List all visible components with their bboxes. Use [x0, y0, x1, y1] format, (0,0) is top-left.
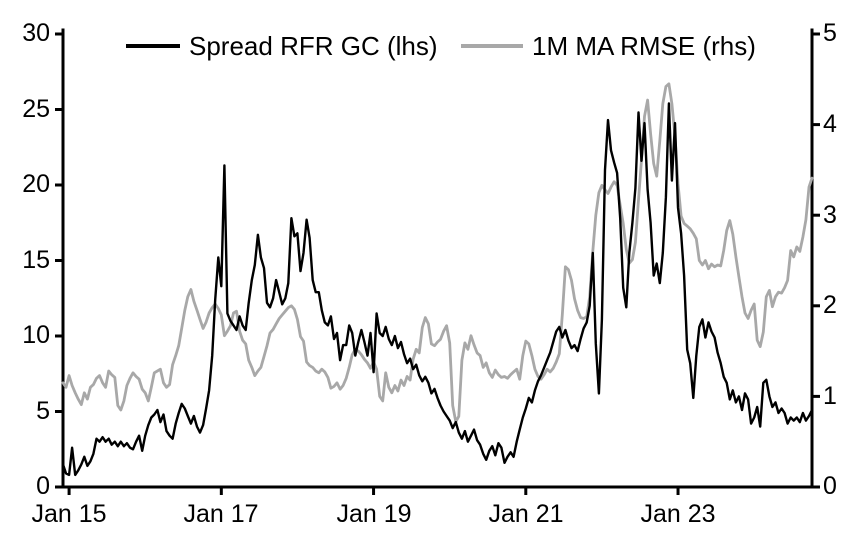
y-axis-left-tick-20: 20: [22, 170, 50, 198]
y-axis-right-tick-4: 4: [823, 110, 837, 138]
x-axis-tick-jan-19: Jan 19: [336, 500, 412, 528]
legend-line-sample-gray: [461, 44, 523, 48]
legend-line-sample-black: [126, 44, 180, 48]
x-axis-tick-jan-21: Jan 21: [488, 500, 564, 528]
x-axis-tick-jan-17: Jan 17: [183, 500, 259, 528]
y-axis-left-tick-10: 10: [22, 321, 50, 349]
y-axis-right-tick-1: 1: [823, 382, 837, 410]
legend-label: 1M MA RMSE (rhs): [532, 31, 756, 61]
series-line-spread-rfr-gc: [61, 102, 814, 477]
y-axis-right-tick-3: 3: [823, 201, 837, 229]
y-axis-right-tick-0: 0: [823, 472, 837, 500]
y-axis-right-tick-2: 2: [823, 291, 837, 319]
x-axis-tick-jan-23: Jan 23: [640, 500, 716, 528]
y-axis-left-tick-5: 5: [36, 397, 50, 425]
y-axis-left-tick-15: 15: [22, 246, 50, 274]
y-axis-right-tick-5: 5: [823, 19, 837, 47]
y-axis-left-tick-0: 0: [36, 472, 50, 500]
legend-label: Spread RFR GC (lhs): [189, 31, 438, 61]
y-axis-left-tick-30: 30: [22, 19, 50, 47]
legend-item-1m-ma-rmse: 1M MA RMSE (rhs): [461, 32, 756, 60]
legend-item-spread-rfr-gc: Spread RFR GC (lhs): [126, 32, 438, 60]
series-line-1m-ma-rmse: [61, 82, 814, 424]
y-axis-left-tick-25: 25: [22, 95, 50, 123]
x-axis-tick-jan-15: Jan 15: [31, 500, 107, 528]
